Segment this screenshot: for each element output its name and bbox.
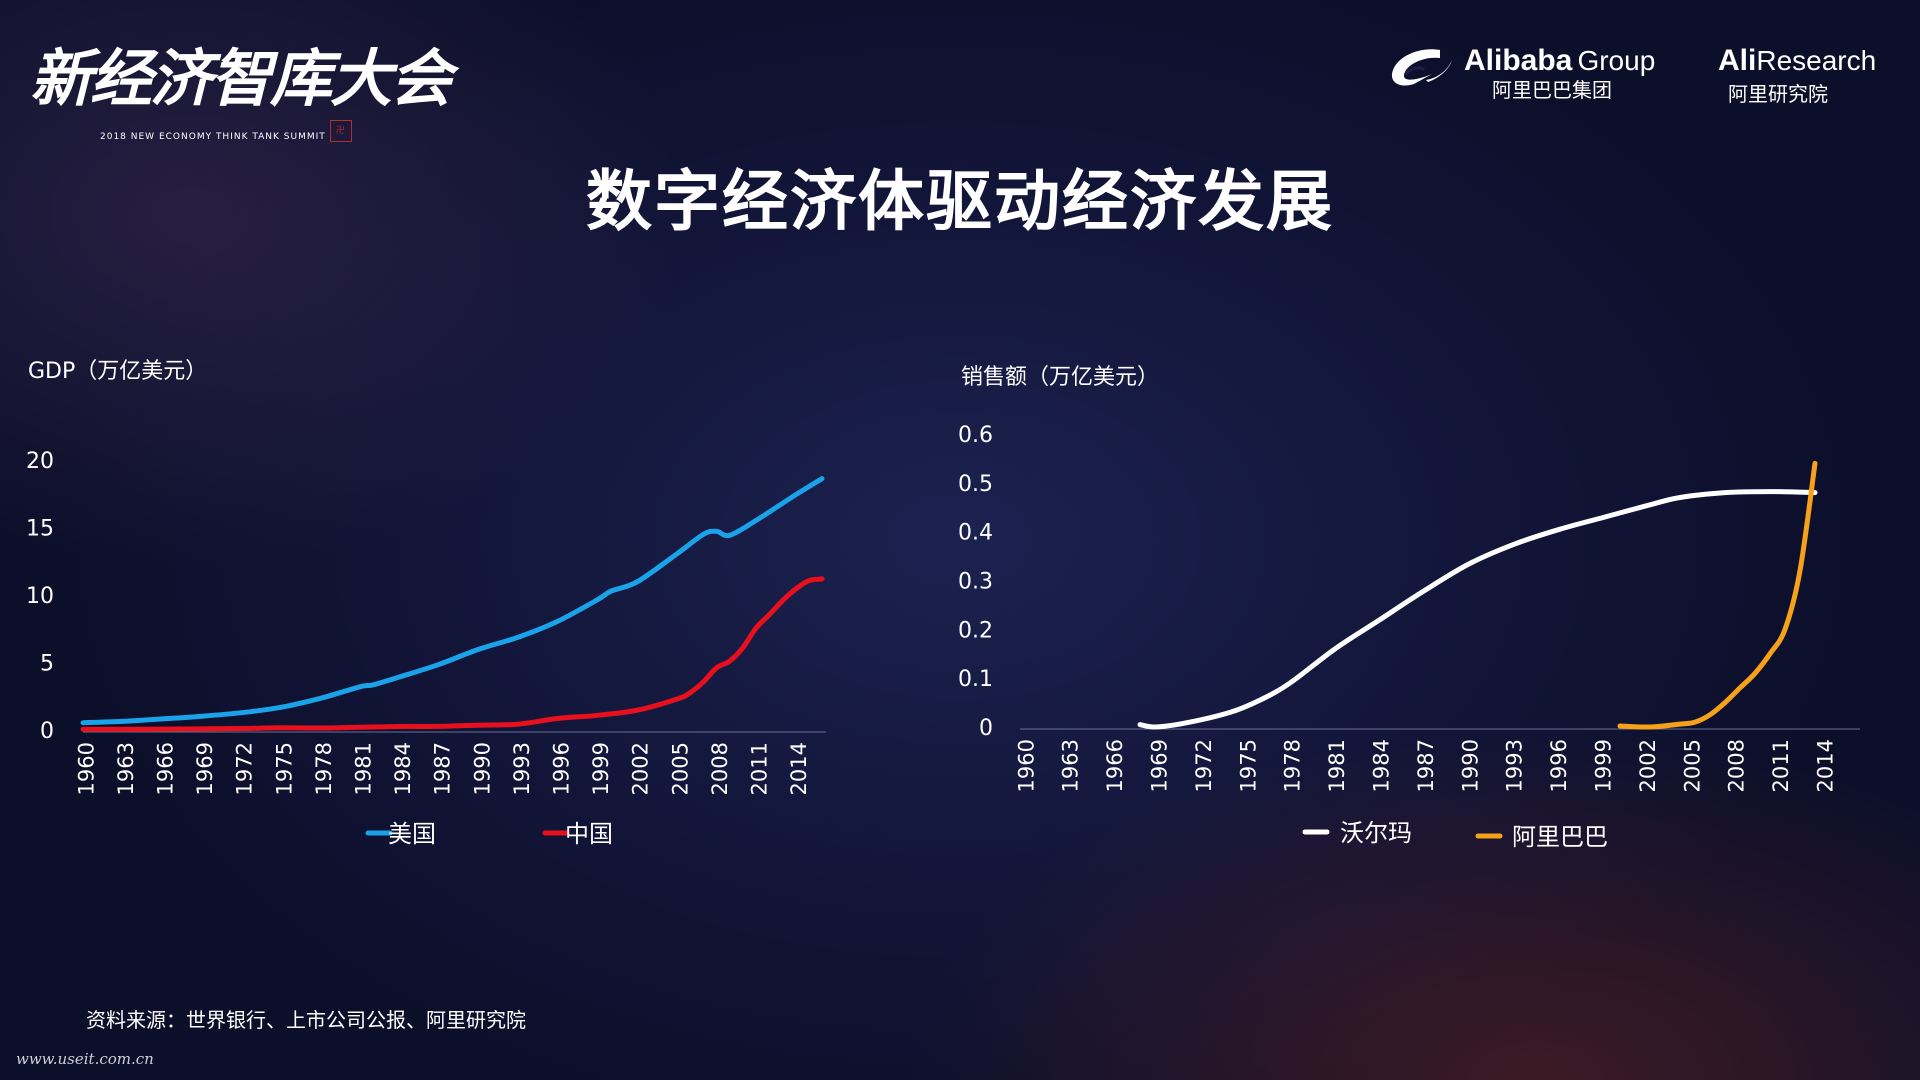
x-tick-label: 1966 [1103,739,1127,792]
x-tick-label: 1981 [352,742,376,795]
gdp-chart: GDP（万亿美元） 0 5 10 15 20 1960 1963 1966 1969 1972 197… [26,359,826,848]
x-tick-label: 1960 [74,742,98,795]
event-logo-subtitle-text: 2018 NEW ECONOMY THINK TANK SUMMIT [100,132,326,142]
x-tick-label: 1978 [312,742,336,795]
aliresearch-name-rest: Research [1756,45,1877,76]
alibaba-name-group: Group [1577,45,1656,76]
series-line-china [80,576,825,732]
x-tick-label: 1969 [1148,739,1172,792]
y-tick-label: 0.6 [958,423,993,448]
x-tick-label: 1999 [1592,739,1616,792]
page-title: 数字经济体驱动经济发展 [586,163,1334,240]
x-tick-label: 1990 [1458,739,1482,792]
y-tick-label: 0.5 [958,472,993,497]
legend-label-walmart: 沃尔玛 [1340,819,1412,847]
aliresearch-name-bold: Ali [1718,44,1757,77]
x-tick-label: 1975 [272,742,296,795]
x-tick-label: 2008 [1725,739,1749,792]
seal-icon: 卍 [329,120,352,142]
alibaba-name: Alibaba Group [1464,44,1655,78]
x-tick-label: 1996 [550,742,574,795]
x-tick-label: 1990 [470,742,494,795]
x-tick-label: 1996 [1547,739,1571,792]
x-tick-label: 1993 [1503,739,1527,792]
x-tick-label: 2002 [1636,739,1660,792]
sales-chart: 销售额（万亿美元） 0 0.1 0.2 0.3 0.4 0.5 0.6 1960 1963 1966… [958,365,1860,851]
event-logo: 新经济智库大会 2018 NEW ECONOMY THINK TANK SUMM… [30,28,452,142]
x-tick-label: 2011 [748,742,772,795]
x-tick-label: 2014 [1814,739,1838,792]
y-tick-label: 0.1 [958,667,993,692]
x-tick-label: 1972 [233,742,257,795]
alibaba-a-icon [1391,49,1452,86]
alibaba-chinese-name: 阿里巴巴集团 [1492,78,1612,102]
y-tick-label: 0.4 [958,521,993,546]
x-tick-label: 1999 [589,742,613,795]
aliresearch-name: AliResearch [1718,44,1876,78]
x-tick-label: 1972 [1192,739,1216,792]
x-tick-label: 2014 [787,742,811,795]
y-tick-label: 15 [26,517,54,542]
y-tick-label: 0.2 [958,618,993,643]
x-tick-label: 2005 [668,742,692,795]
y-tick-label: 0.3 [958,570,993,595]
series-line-alibaba [1617,460,1818,730]
x-tick-label: 1963 [114,742,138,795]
x-tick-label: 2008 [708,742,732,795]
x-tick-label: 1963 [1059,739,1083,792]
y-tick-label: 5 [40,652,54,677]
x-tick-label: 1978 [1281,739,1305,792]
series-line-walmart [1137,489,1818,730]
x-tick-label: 1987 [1414,739,1438,792]
event-logo-text: 新经济智库大会 [30,42,452,115]
legend-label-china: 中国 [565,820,613,848]
event-logo-subtitle: 2018 NEW ECONOMY THINK TANK SUMMIT卍 [100,120,450,142]
watermark: www.useit.com.cn [16,1050,154,1068]
x-tick-label: 1975 [1236,739,1260,792]
x-tick-label: 2011 [1769,739,1793,792]
legend-label-alibaba: 阿里巴巴 [1512,823,1608,851]
y-tick-label: 0 [40,719,54,744]
series-line-usa [80,476,825,726]
aliresearch-logo: AliResearch 阿里研究院 [1718,44,1876,107]
x-tick-label: 1969 [193,742,217,795]
x-tick-label: 1966 [154,742,178,795]
aliresearch-chinese-name: 阿里研究院 [1728,82,1828,106]
x-tick-label: 1993 [510,742,534,795]
alibaba-name-bold: Alibaba [1464,44,1573,77]
x-tick-label: 1960 [1014,739,1038,792]
x-tick-label: 1984 [1370,739,1394,792]
legend-label-usa: 美国 [388,820,436,848]
y-axis-label: 销售额（万亿美元） [961,365,1159,390]
y-tick-label: 10 [26,584,54,609]
y-tick-label: 20 [26,449,54,474]
y-tick-label: 0 [979,716,993,741]
x-tick-label: 1987 [431,742,455,795]
source-note: 资料来源：世界银行、上市公司公报、阿里研究院 [86,1008,526,1032]
x-tick-label: 2005 [1680,739,1704,792]
x-tick-label: 1984 [391,742,415,795]
y-axis-label: GDP（万亿美元） [28,359,207,384]
x-tick-label: 1981 [1325,739,1349,792]
x-tick-label: 2002 [629,742,653,795]
